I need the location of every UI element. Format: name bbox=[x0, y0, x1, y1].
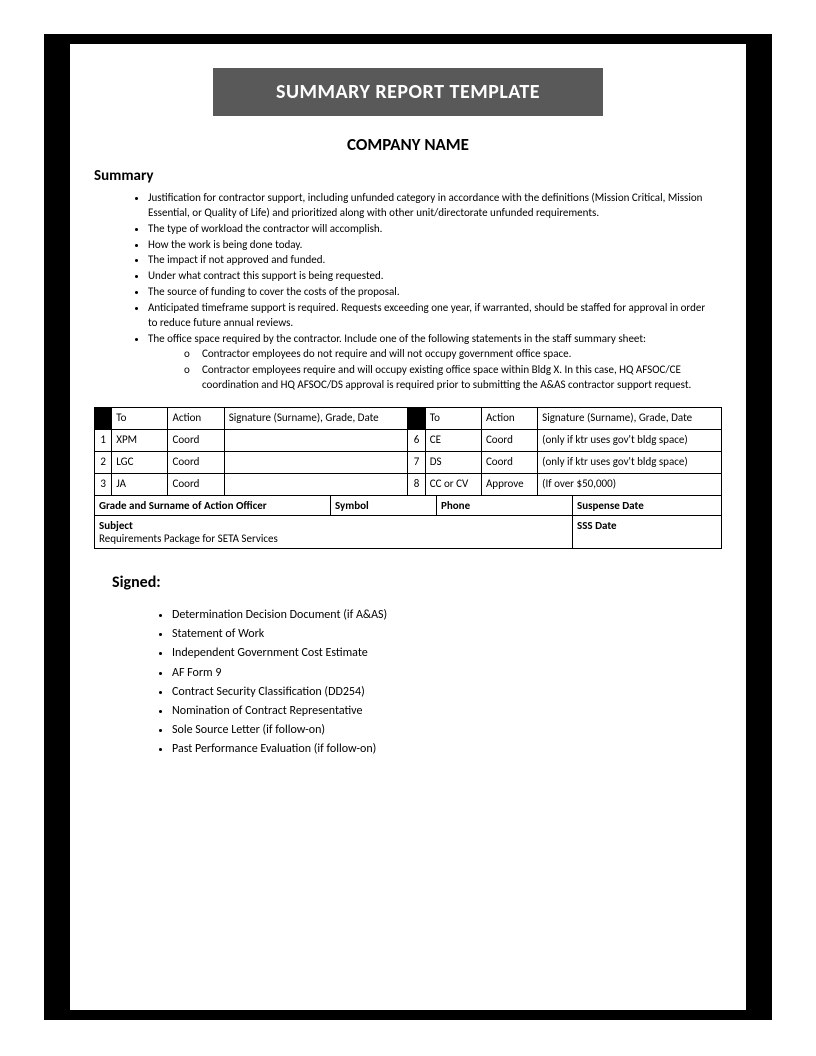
row-num: 8 bbox=[408, 473, 425, 495]
row-to: LGC bbox=[112, 451, 168, 473]
summary-item: The source of funding to cover the costs… bbox=[148, 285, 722, 300]
signed-heading: Signed: bbox=[112, 573, 722, 592]
summary-item: How the work is being done today. bbox=[148, 238, 722, 253]
header-action-left: Action bbox=[168, 407, 224, 429]
row-to: DS bbox=[425, 451, 481, 473]
symbol-label: Symbol bbox=[331, 495, 437, 515]
black-cell bbox=[408, 407, 425, 429]
summary-item: Anticipated timeframe support is require… bbox=[148, 301, 722, 331]
row-action: Coord bbox=[481, 429, 537, 451]
summary-item-text: The office space required by the contrac… bbox=[148, 332, 646, 345]
info-table: Grade and Surname of Action Officer Symb… bbox=[94, 495, 722, 549]
signed-item: Independent Government Cost Estimate bbox=[172, 644, 722, 663]
info-row: Grade and Surname of Action Officer Symb… bbox=[95, 495, 722, 515]
routing-row: 2 LGC Coord 7 DS Coord (only if ktr uses… bbox=[95, 451, 722, 473]
subject-cell: Subject Requirements Package for SETA Se… bbox=[95, 515, 573, 548]
row-sig: (If over $50,000) bbox=[538, 473, 722, 495]
routing-table: To Action Signature (Surname), Grade, Da… bbox=[94, 407, 722, 496]
row-sig: (only if ktr uses gov't bldg space) bbox=[538, 429, 722, 451]
signed-item: Statement of Work bbox=[172, 625, 722, 644]
row-to: CE bbox=[425, 429, 481, 451]
row-action: Coord bbox=[168, 429, 224, 451]
signed-item: Nomination of Contract Representative bbox=[172, 702, 722, 721]
header-action-right: Action bbox=[481, 407, 537, 429]
routing-row: 1 XPM Coord 6 CE Coord (only if ktr uses… bbox=[95, 429, 722, 451]
signed-list: Determination Decision Document (if A&AS… bbox=[94, 606, 722, 760]
routing-header-row: To Action Signature (Surname), Grade, Da… bbox=[95, 407, 722, 429]
row-to: JA bbox=[112, 473, 168, 495]
row-num: 6 bbox=[408, 429, 425, 451]
signed-item: Determination Decision Document (if A&AS… bbox=[172, 606, 722, 625]
summary-sub-item: Contractor employees do not require and … bbox=[184, 347, 716, 362]
row-num: 3 bbox=[95, 473, 112, 495]
document-frame: SUMMARY REPORT TEMPLATE COMPANY NAME Sum… bbox=[44, 34, 772, 1020]
signed-item: Contract Security Classification (DD254) bbox=[172, 683, 722, 702]
summary-heading: Summary bbox=[94, 167, 722, 185]
black-cell bbox=[95, 407, 112, 429]
signed-item: Sole Source Letter (if follow-on) bbox=[172, 721, 722, 740]
row-sig bbox=[224, 473, 408, 495]
row-to: XPM bbox=[112, 429, 168, 451]
header-to-left: To bbox=[112, 407, 168, 429]
suspense-label: Suspense Date bbox=[573, 495, 722, 515]
phone-label: Phone bbox=[437, 495, 573, 515]
summary-sub-item: Contractor employees require and will oc… bbox=[184, 363, 716, 393]
subject-label: Subject bbox=[99, 519, 568, 532]
row-sig bbox=[224, 451, 408, 473]
row-num: 1 bbox=[95, 429, 112, 451]
header-sig-right: Signature (Surname), Grade, Date bbox=[538, 407, 722, 429]
signed-item: Past Performance Evaluation (if follow-o… bbox=[172, 740, 722, 759]
summary-item: The impact if not approved and funded. bbox=[148, 253, 722, 268]
row-num: 7 bbox=[408, 451, 425, 473]
header-to-right: To bbox=[425, 407, 481, 429]
grade-label: Grade and Surname of Action Officer bbox=[95, 495, 331, 515]
company-name: COMPANY NAME bbox=[94, 134, 722, 155]
summary-item: Justification for contractor support, in… bbox=[148, 191, 722, 221]
summary-item: Under what contract this support is bein… bbox=[148, 269, 722, 284]
summary-sublist: Contractor employees do not require and … bbox=[148, 347, 716, 393]
title-banner: SUMMARY REPORT TEMPLATE bbox=[213, 68, 603, 116]
summary-item: The type of workload the contractor will… bbox=[148, 222, 722, 237]
row-action: Coord bbox=[481, 451, 537, 473]
row-sig bbox=[224, 429, 408, 451]
header-sig-left: Signature (Surname), Grade, Date bbox=[224, 407, 408, 429]
summary-item: The office space required by the contrac… bbox=[148, 332, 722, 393]
row-action: Approve bbox=[481, 473, 537, 495]
info-row: Subject Requirements Package for SETA Se… bbox=[95, 515, 722, 548]
routing-row: 3 JA Coord 8 CC or CV Approve (If over $… bbox=[95, 473, 722, 495]
row-sig: (only if ktr uses gov't bldg space) bbox=[538, 451, 722, 473]
summary-list: Justification for contractor support, in… bbox=[94, 191, 722, 393]
row-action: Coord bbox=[168, 451, 224, 473]
subject-value: Requirements Package for SETA Services bbox=[99, 532, 568, 545]
signed-item: AF Form 9 bbox=[172, 664, 722, 683]
sss-label: SSS Date bbox=[573, 515, 722, 548]
row-action: Coord bbox=[168, 473, 224, 495]
row-num: 2 bbox=[95, 451, 112, 473]
row-to: CC or CV bbox=[425, 473, 481, 495]
